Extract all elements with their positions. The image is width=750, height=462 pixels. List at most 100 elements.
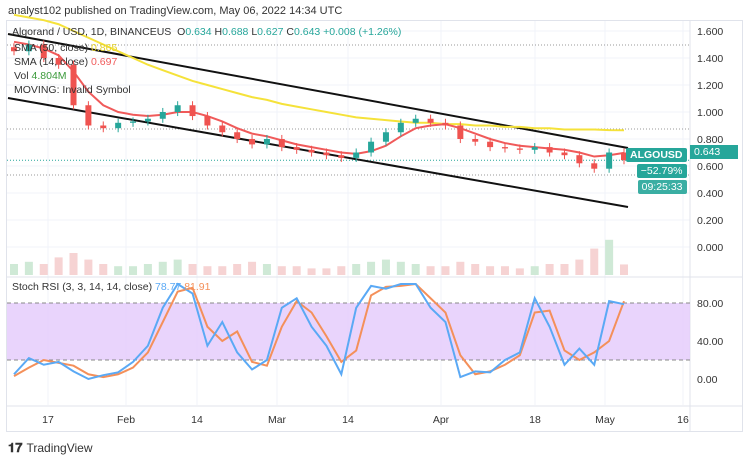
moving-legend[interactable]: MOVING: Invalid Symbol	[14, 84, 131, 96]
volume-bar	[575, 259, 584, 275]
change-value: +0.008 (+1.26%)	[323, 26, 402, 38]
candle-body	[249, 139, 256, 145]
stoch-d-line	[13, 282, 625, 379]
candle-body	[293, 147, 300, 150]
volume-bar	[292, 266, 301, 275]
candle-body	[70, 64, 77, 106]
candle-body	[338, 155, 345, 158]
candle-body	[263, 139, 270, 145]
y-tick-label: 1.000	[697, 107, 723, 119]
last-price-badge: 0.643	[690, 145, 738, 159]
y-tick-label: 0.600	[697, 161, 723, 173]
candle-body	[487, 141, 494, 148]
price-change-pct: −52.79%	[636, 164, 687, 178]
candle-body	[457, 125, 464, 139]
sma50-legend[interactable]: SMA (50, close) 0.865	[14, 42, 117, 54]
volume-bar	[39, 264, 48, 275]
volume-bar	[456, 261, 465, 275]
low-value: 0.627	[257, 26, 284, 38]
sma14-legend[interactable]: SMA (14, close) 0.697	[14, 56, 117, 68]
stoch-y-tick: 80.00	[697, 298, 723, 310]
y-tick-label: 0.000	[697, 242, 723, 254]
open-value: 0.634	[185, 26, 212, 38]
x-tick-label: Feb	[117, 414, 135, 426]
candle-body	[40, 44, 47, 58]
sma14-value: 0.697	[91, 56, 118, 68]
symbol-price-tag: ALGOUSD	[626, 148, 687, 162]
volume-bar	[590, 248, 599, 275]
volume-bar	[530, 266, 539, 275]
x-tick-label: 18	[529, 414, 541, 426]
candle-body	[412, 118, 419, 123]
volume-bar	[322, 268, 331, 275]
stoch-y-tick: 40.00	[697, 336, 723, 348]
y-tick-label: 1.400	[697, 53, 723, 65]
y-tick-label: 0.800	[697, 134, 723, 146]
sma50-line	[13, 13, 625, 132]
candle-body	[308, 149, 315, 153]
candle-body	[472, 139, 479, 142]
volume-bar	[620, 264, 628, 275]
candle-body	[382, 132, 389, 142]
volume-bar	[515, 268, 524, 275]
volume-label: Vol	[14, 70, 29, 82]
x-tick-label: Apr	[433, 414, 450, 426]
candle-body	[397, 122, 404, 133]
y-tick-label: 1.600	[697, 26, 723, 38]
stoch-band	[7, 303, 690, 360]
channel-lower-trendline	[7, 97, 629, 208]
volume-bar	[203, 266, 212, 275]
volume-bar	[218, 266, 227, 275]
tradingview-logo[interactable]: 𝟏𝟕 TradingView	[8, 440, 93, 456]
volume-bar	[54, 257, 63, 275]
volume-value: 4.804M	[31, 70, 67, 82]
close-label: C	[286, 26, 294, 38]
volume-bar	[486, 266, 495, 275]
volume-bar	[173, 259, 182, 275]
volume-bar	[411, 264, 420, 275]
stoch-legend[interactable]: Stoch RSI (3, 3, 14, 14, close) 78.77 81…	[12, 281, 210, 293]
volume-bar	[307, 268, 316, 275]
x-tick-label: 17	[42, 414, 54, 426]
candle-body	[55, 58, 62, 65]
chart-frame	[6, 20, 743, 432]
volume-legend[interactable]: Vol 4.804M	[14, 70, 67, 82]
volume-bar	[248, 261, 257, 275]
candle-body	[606, 152, 613, 169]
bar-countdown: 09:25:33	[637, 180, 687, 194]
sma14-line	[13, 40, 625, 158]
stoch-d-value: 81.91	[184, 281, 211, 293]
volume-bar	[84, 259, 93, 275]
y-tick-label: 1.200	[697, 80, 723, 92]
y-tick-label: 0.200	[697, 215, 723, 227]
volume-bar	[24, 261, 33, 275]
high-label: H	[214, 26, 223, 38]
candle-body	[621, 152, 627, 161]
candle-body	[561, 152, 568, 156]
stoch-k-value: 78.77	[155, 281, 182, 293]
tv-logo-icon: 𝟏𝟕	[8, 440, 23, 455]
candle-body	[576, 155, 583, 164]
x-tick-label: 14	[191, 414, 203, 426]
candle-body	[159, 112, 166, 119]
symbol-name[interactable]: Algorand / USD, 1D, BINANCEUS	[12, 26, 172, 38]
candle-body	[442, 122, 449, 126]
candle-body	[234, 132, 241, 139]
price-tag-group: ALGOUSD −52.79% 09:25:33	[626, 148, 687, 194]
volume-bar	[233, 264, 242, 275]
volume-bar	[500, 266, 509, 275]
candle-body	[427, 118, 434, 123]
volume-bar	[99, 264, 108, 275]
candle-body	[353, 152, 360, 158]
candle-body	[85, 105, 92, 126]
volume-bar	[129, 266, 138, 275]
candle-body	[278, 139, 285, 148]
candle-body	[100, 125, 107, 129]
candle-body	[11, 47, 17, 52]
published-caption: analyst102 published on TradingView.com,…	[8, 5, 343, 17]
sma50-label: SMA (50, close)	[14, 42, 89, 54]
volume-bar	[560, 264, 569, 275]
volume-bar	[143, 264, 152, 275]
candle-body	[144, 118, 151, 122]
